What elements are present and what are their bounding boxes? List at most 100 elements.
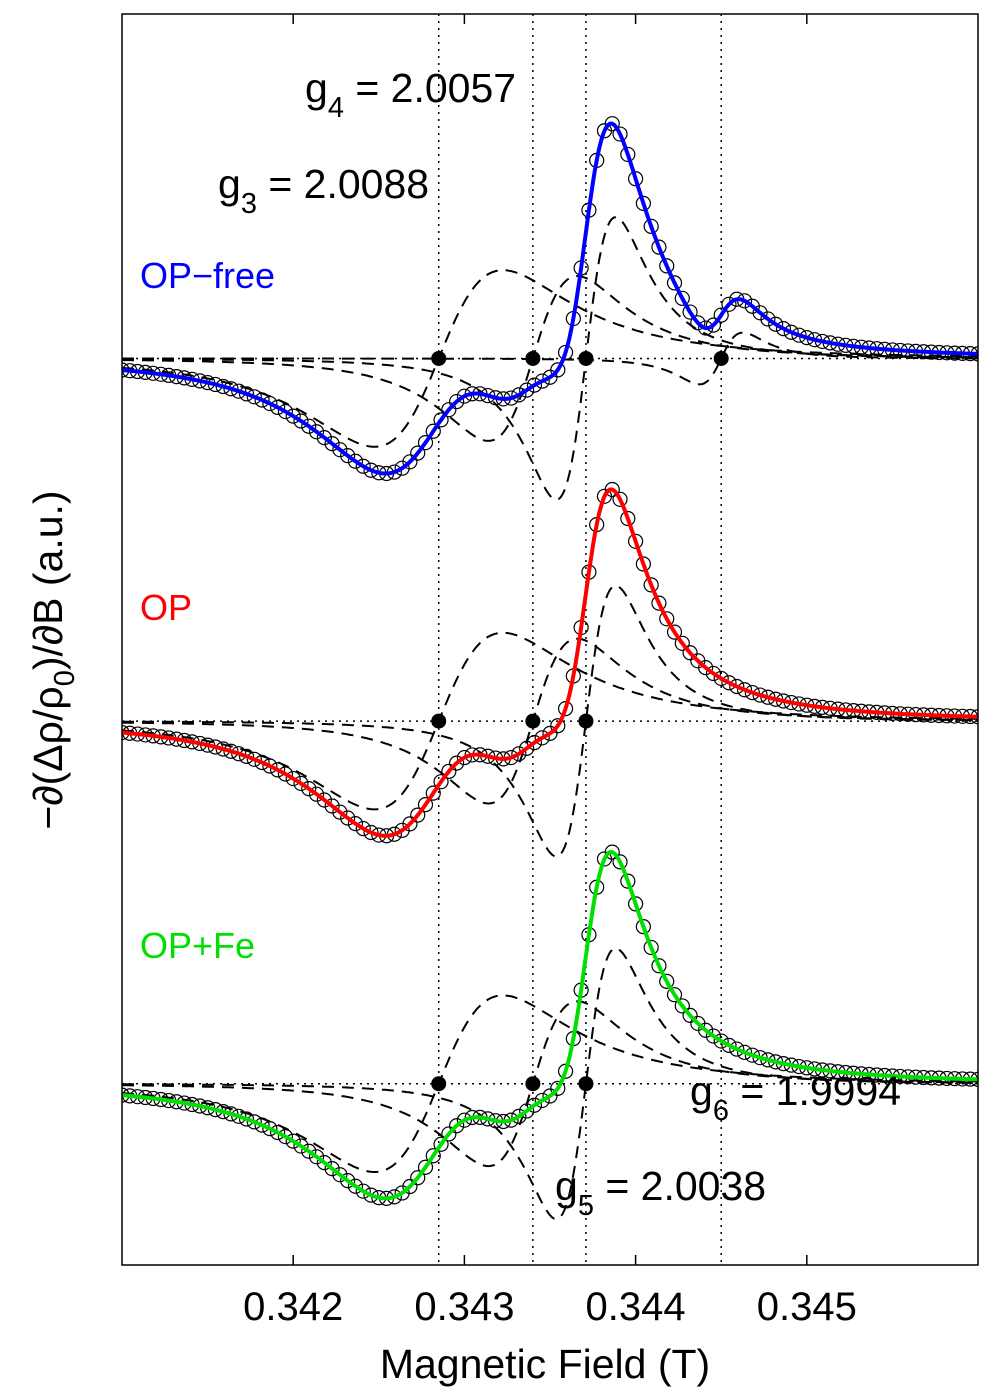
data-point-0-26 bbox=[316, 429, 332, 446]
g-dot-2-1 bbox=[525, 1076, 541, 1092]
series-2 bbox=[122, 844, 978, 1221]
data-point-1-38 bbox=[410, 807, 426, 823]
data-point-1-43 bbox=[449, 755, 465, 771]
data-point-1-17 bbox=[246, 751, 262, 767]
data-point-1-81 bbox=[744, 684, 760, 701]
data-point-1-71 bbox=[666, 624, 683, 640]
data-point-1-39 bbox=[417, 797, 434, 813]
x-tick-label-0: 0.342 bbox=[243, 1285, 343, 1329]
data-point-2-42 bbox=[441, 1126, 457, 1142]
data-point-1-15 bbox=[231, 746, 247, 762]
g4-annotation: g4 = 2.0057 bbox=[305, 65, 516, 124]
data-point-2-29 bbox=[340, 1173, 356, 1189]
g3-value: = 2.0088 bbox=[257, 161, 429, 207]
data-point-0-31 bbox=[355, 458, 371, 474]
data-point-2-51 bbox=[511, 1108, 527, 1125]
data-point-0-27 bbox=[324, 436, 340, 452]
data-point-0-15 bbox=[231, 383, 247, 399]
data-point-0-85 bbox=[775, 321, 792, 337]
component-1-1 bbox=[122, 637, 978, 805]
data-point-2-52 bbox=[519, 1103, 535, 1119]
data-point-0-32 bbox=[363, 462, 379, 478]
data-point-0-29 bbox=[340, 448, 356, 464]
data-point-2-28 bbox=[332, 1167, 348, 1183]
data-point-0-38 bbox=[410, 445, 426, 461]
g4-sub: 4 bbox=[328, 92, 344, 124]
data-point-0-86 bbox=[783, 324, 799, 340]
data-point-0-22 bbox=[285, 408, 301, 424]
data-point-1-54 bbox=[534, 730, 550, 746]
g4-value: = 2.0057 bbox=[344, 65, 516, 111]
g-dot-1-1 bbox=[525, 713, 541, 729]
data-point-1-63 bbox=[604, 481, 620, 498]
data-point-1-55 bbox=[542, 725, 558, 741]
data-point-1-31 bbox=[355, 820, 371, 837]
data-point-0-83 bbox=[760, 311, 776, 327]
data-point-0-21 bbox=[277, 403, 294, 420]
data-point-0-56 bbox=[550, 362, 566, 378]
data-point-2-15 bbox=[231, 1108, 247, 1124]
data-point-0-65 bbox=[620, 146, 636, 163]
component-2-1 bbox=[122, 1000, 978, 1168]
data-point-1-20 bbox=[270, 762, 286, 778]
data-point-1-80 bbox=[736, 682, 753, 698]
component-0-1 bbox=[122, 275, 978, 442]
fit-line-1 bbox=[122, 487, 978, 838]
data-point-2-26 bbox=[316, 1155, 332, 1171]
data-point-1-67 bbox=[635, 556, 651, 572]
data-point-2-18 bbox=[254, 1117, 270, 1133]
data-point-2-53 bbox=[526, 1097, 543, 1113]
data-point-2-56 bbox=[550, 1080, 566, 1096]
data-point-1-72 bbox=[674, 635, 690, 651]
data-point-0-20 bbox=[270, 399, 286, 415]
data-point-2-73 bbox=[682, 1007, 698, 1023]
data-point-0-28 bbox=[332, 442, 348, 458]
component-0-0 bbox=[122, 269, 978, 448]
data-point-0-17 bbox=[246, 389, 262, 405]
x-axis-label: Magnetic Field (T) bbox=[380, 1341, 710, 1387]
data-point-0-42 bbox=[441, 402, 457, 418]
data-point-0-68 bbox=[643, 218, 659, 234]
data-point-0-64 bbox=[612, 126, 628, 142]
g-dot-1-2 bbox=[578, 713, 594, 729]
x-tick-label-1: 0.343 bbox=[414, 1285, 514, 1329]
data-point-0-23 bbox=[293, 413, 309, 429]
data-point-1-41 bbox=[433, 774, 449, 790]
fit-line-2 bbox=[122, 850, 978, 1201]
component-1-2 bbox=[122, 584, 978, 858]
g-dot-0-0 bbox=[431, 350, 447, 366]
data-point-1-51 bbox=[511, 746, 527, 762]
g3-letter: g bbox=[218, 161, 241, 207]
data-point-0-66 bbox=[627, 171, 644, 187]
data-point-2-71 bbox=[666, 987, 683, 1003]
data-point-2-16 bbox=[238, 1111, 255, 1127]
data-point-0-30 bbox=[347, 453, 364, 469]
data-point-0-72 bbox=[674, 290, 690, 306]
component-2-2 bbox=[122, 947, 978, 1221]
data-point-1-76 bbox=[705, 665, 722, 682]
data-point-2-81 bbox=[744, 1047, 760, 1063]
data-point-2-64 bbox=[612, 854, 628, 870]
g3-annotation: g3 = 2.0088 bbox=[218, 161, 429, 220]
data-point-2-20 bbox=[270, 1124, 286, 1141]
data-point-1-22 bbox=[285, 770, 301, 787]
data-point-2-44 bbox=[456, 1112, 472, 1128]
data-point-2-43 bbox=[449, 1118, 465, 1134]
data-point-2-66 bbox=[627, 896, 644, 912]
y-axis-label: −∂(Δρ/ρ0)/∂B (a.u.) bbox=[25, 490, 81, 829]
g5-letter: g bbox=[555, 1163, 578, 1209]
data-point-2-21 bbox=[277, 1129, 294, 1145]
data-point-2-78 bbox=[721, 1037, 737, 1053]
data-point-2-25 bbox=[308, 1149, 325, 1165]
data-point-1-27 bbox=[324, 798, 340, 814]
data-point-1-19 bbox=[262, 758, 278, 774]
g3-sub: 3 bbox=[241, 188, 257, 220]
data-point-0-63 bbox=[604, 116, 620, 132]
data-point-1-79 bbox=[729, 678, 745, 695]
g6-value: = 1.9994 bbox=[729, 1068, 901, 1114]
g6-annotation: g6 = 1.9994 bbox=[690, 1068, 901, 1127]
data-point-2-40 bbox=[425, 1148, 441, 1164]
data-point-0-18 bbox=[254, 392, 270, 408]
component-0-3 bbox=[122, 331, 978, 386]
data-point-1-69 bbox=[651, 595, 667, 611]
